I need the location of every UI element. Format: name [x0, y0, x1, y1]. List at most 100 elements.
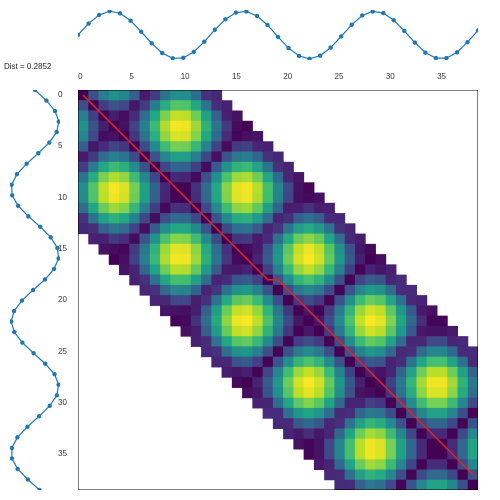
cost-cell	[396, 377, 407, 388]
cost-cell	[324, 275, 335, 286]
cost-cell	[222, 100, 233, 111]
cost-cell	[345, 377, 356, 388]
cost-cell	[232, 275, 243, 286]
cost-cell	[191, 141, 202, 152]
cost-cell	[119, 223, 130, 234]
cost-cell	[416, 346, 427, 357]
cost-cell	[170, 152, 181, 163]
cost-cell	[109, 131, 120, 142]
cost-cell	[129, 193, 140, 204]
y-tick-label: 30	[58, 398, 62, 407]
cost-cell	[386, 316, 397, 327]
cost-cell	[406, 305, 417, 316]
cost-cell	[252, 162, 263, 173]
cost-cell	[293, 305, 304, 316]
cost-cell	[191, 295, 202, 306]
top-series-marker	[413, 40, 417, 44]
cost-cell	[129, 223, 140, 234]
cost-cell	[427, 326, 438, 337]
cost-cell	[386, 357, 397, 368]
top-series-marker	[139, 29, 143, 33]
cost-cell	[273, 223, 284, 234]
cost-cell	[273, 285, 284, 296]
cost-cell	[334, 357, 345, 368]
cost-cell	[427, 459, 438, 470]
cost-cell	[293, 398, 304, 409]
cost-cell	[119, 203, 130, 214]
cost-cell	[304, 213, 315, 224]
top-series-marker	[202, 39, 206, 43]
cost-cell	[252, 203, 263, 214]
cost-cell	[468, 480, 478, 490]
cost-cell	[88, 141, 99, 152]
cost-cell	[457, 346, 468, 357]
cost-cell	[304, 203, 315, 214]
cost-cell	[386, 469, 397, 480]
cost-cell	[170, 305, 181, 316]
cost-cell	[437, 459, 448, 470]
cost-cell	[375, 418, 386, 429]
cost-cell	[150, 131, 161, 142]
cost-cell	[263, 193, 274, 204]
cost-cell	[181, 141, 192, 152]
cost-cell	[181, 295, 192, 306]
cost-cell	[222, 367, 233, 378]
cost-cell	[119, 121, 130, 132]
cost-cell	[468, 367, 478, 378]
cost-cell	[283, 326, 294, 337]
cost-cell	[191, 264, 202, 275]
cost-cell	[304, 346, 315, 357]
cost-cell	[211, 285, 222, 296]
cost-cell	[334, 264, 345, 275]
cost-cell	[314, 439, 325, 450]
cost-cell	[365, 285, 376, 296]
cost-cell	[191, 90, 202, 101]
cost-cell	[222, 275, 233, 286]
cost-cell	[252, 295, 263, 306]
cost-cell	[406, 285, 417, 296]
cost-cell	[345, 316, 356, 327]
cost-cell	[232, 234, 243, 245]
cost-cell	[386, 459, 397, 470]
cost-cell	[273, 418, 284, 429]
cost-cell	[263, 285, 274, 296]
cost-cell	[160, 193, 171, 204]
cost-cell	[211, 121, 222, 132]
cost-cell	[211, 234, 222, 245]
cost-cell	[222, 295, 233, 306]
cost-cell	[252, 377, 263, 388]
cost-cell	[160, 152, 171, 163]
cost-cell	[304, 275, 315, 286]
cost-cell	[345, 439, 356, 450]
top-series-marker	[339, 34, 343, 38]
cost-cell	[109, 182, 120, 193]
y-tick-label: 15	[58, 244, 62, 253]
cost-cell	[314, 418, 325, 429]
cost-cell	[345, 285, 356, 296]
cost-cell	[222, 285, 233, 296]
top-series-marker	[392, 18, 396, 22]
cost-cell	[396, 316, 407, 327]
cost-cell	[406, 428, 417, 439]
cost-cell	[242, 377, 253, 388]
cost-cell	[375, 295, 386, 306]
cost-cell	[334, 449, 345, 460]
top-series-marker	[255, 14, 259, 18]
cost-cell	[150, 213, 161, 224]
cost-cell	[170, 90, 181, 101]
cost-cell	[160, 100, 171, 111]
cost-cell	[345, 469, 356, 480]
cost-cell	[293, 326, 304, 337]
cost-cell	[447, 418, 458, 429]
cost-cell	[345, 254, 356, 265]
cost-cell	[324, 367, 335, 378]
cost-cell	[427, 449, 438, 460]
cost-cell	[365, 295, 376, 306]
cost-cell	[170, 244, 181, 255]
cost-cell	[324, 346, 335, 357]
cost-cell	[314, 295, 325, 306]
cost-cell	[211, 193, 222, 204]
cost-cell	[396, 367, 407, 378]
cost-cell	[273, 264, 284, 275]
cost-cell	[355, 428, 366, 439]
